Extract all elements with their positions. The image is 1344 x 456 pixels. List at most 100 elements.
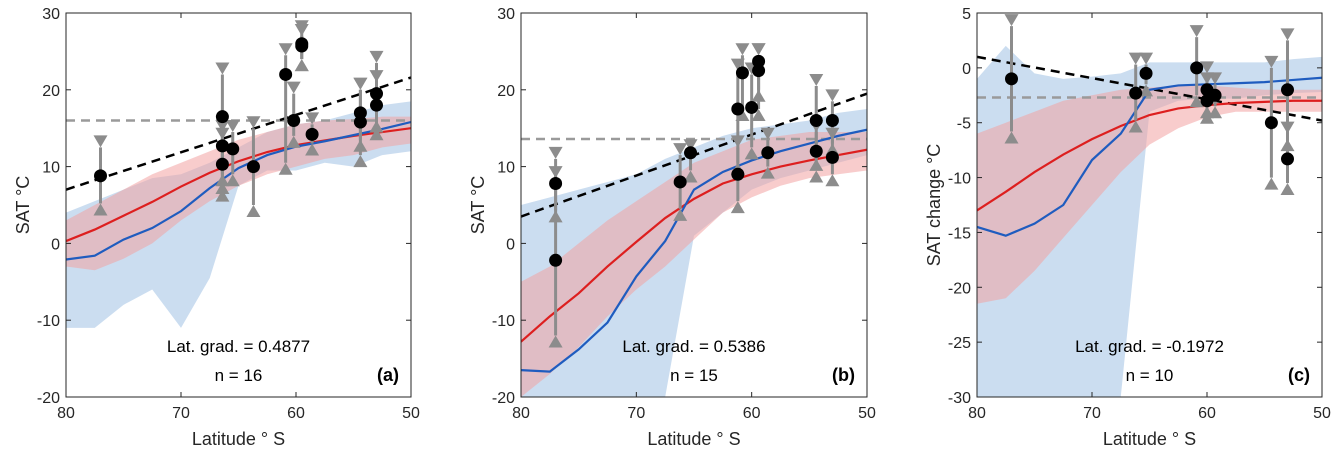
data-point bbox=[809, 144, 823, 158]
gradient-annotation: Lat. grad. = 0.4877 bbox=[167, 337, 310, 356]
error-bar-cap-bottom bbox=[305, 143, 320, 156]
x-tick-label: 50 bbox=[1313, 405, 1331, 422]
data-point bbox=[226, 142, 240, 156]
data-point bbox=[370, 98, 383, 112]
y-tick-label: -25 bbox=[948, 335, 971, 352]
error-bar-cap-bottom bbox=[225, 174, 240, 187]
data-point bbox=[809, 114, 823, 128]
error-bar-cap-bottom bbox=[294, 59, 309, 72]
error-bar-cap-bottom bbox=[1004, 131, 1019, 144]
error-bar-cap-top bbox=[353, 77, 368, 90]
plot-area bbox=[521, 43, 867, 397]
error-bar-cap-top bbox=[294, 20, 309, 33]
x-tick-label: 70 bbox=[1083, 405, 1101, 422]
blue-series-line bbox=[66, 120, 411, 261]
data-point bbox=[1264, 116, 1278, 130]
data-point bbox=[684, 146, 698, 160]
x-axis-label: Latitude ° S bbox=[1103, 429, 1196, 449]
error-bar-cap-top bbox=[246, 116, 261, 129]
error-bar-cap-top bbox=[215, 120, 230, 133]
data-point bbox=[295, 37, 309, 51]
red-uncertainty-band bbox=[977, 85, 1322, 304]
error-bar-cap-bottom bbox=[735, 109, 750, 121]
y-tick-label: -15 bbox=[948, 225, 971, 242]
error-bar-cap-bottom bbox=[278, 162, 293, 175]
x-tick-label: 80 bbox=[57, 405, 75, 422]
error-bar-cap-bottom bbox=[353, 155, 368, 168]
axes-frame bbox=[65, 12, 412, 398]
error-bar-cap-bottom bbox=[744, 147, 759, 160]
y-tick-label: -20 bbox=[948, 280, 971, 297]
error-bar-cap-top bbox=[215, 62, 230, 75]
error-bar-cap-top bbox=[93, 135, 108, 148]
fit-dashed-line bbox=[66, 76, 411, 191]
x-tick-label: 80 bbox=[512, 405, 530, 422]
data-point bbox=[735, 66, 749, 80]
data-point bbox=[761, 146, 775, 160]
data-point bbox=[745, 100, 759, 114]
error-bar-cap-top bbox=[278, 43, 293, 56]
y-tick-label: 5 bbox=[962, 6, 971, 23]
error-bar-cap-top bbox=[1264, 55, 1279, 68]
data-point bbox=[731, 102, 745, 116]
error-bar-cap-top bbox=[225, 120, 240, 133]
error-bar-cap-top bbox=[548, 166, 563, 179]
x-axis-label: Latitude ° S bbox=[192, 429, 285, 449]
error-bar-cap-bottom bbox=[93, 203, 108, 216]
error-bar-cap-top bbox=[1189, 25, 1204, 38]
y-tick-label: -30 bbox=[948, 390, 971, 407]
error-bar-cap-top bbox=[1200, 61, 1214, 74]
red-series-line bbox=[977, 99, 1322, 212]
chart-panel-1: 80 70 60 50 -20 -10 0 10 20 30 Latitude ° S SAT °C L… bbox=[13, 6, 420, 449]
error-bar-cap-bottom bbox=[215, 189, 230, 202]
y-tick-label: 0 bbox=[506, 236, 515, 253]
y-tick-label: -10 bbox=[948, 171, 971, 188]
data-point bbox=[1139, 66, 1153, 80]
x-tick-label: 60 bbox=[743, 405, 761, 422]
data-point bbox=[279, 67, 293, 81]
error-bar-cap-top bbox=[548, 146, 563, 159]
data-point bbox=[353, 106, 367, 120]
x-tick-label: 80 bbox=[968, 405, 986, 422]
error-bar-cap-bottom bbox=[1200, 111, 1214, 124]
y-tick-label: 10 bbox=[42, 160, 60, 177]
data-point bbox=[549, 176, 563, 190]
error-bar-cap-top bbox=[1128, 52, 1143, 65]
error-bar-cap-top bbox=[215, 127, 230, 140]
n-annotation: n = 10 bbox=[1126, 366, 1174, 385]
error-bar-cap-top bbox=[809, 73, 824, 86]
y-tick-label: 0 bbox=[962, 61, 971, 78]
error-bar-cap-bottom bbox=[1139, 84, 1154, 97]
error-bar-cap-top bbox=[286, 81, 301, 94]
panel-label: (c) bbox=[1288, 365, 1310, 385]
fit-dashed-line bbox=[977, 55, 1322, 122]
x-tick-label: 60 bbox=[1198, 405, 1216, 422]
y-tick-label: 30 bbox=[497, 6, 515, 23]
gradient-annotation: Lat. grad. = -0.1972 bbox=[1075, 337, 1224, 356]
error-bar-cap-bottom bbox=[825, 174, 840, 187]
blue-uncertainty-band bbox=[521, 109, 867, 397]
error-bar-cap-bottom bbox=[548, 335, 563, 348]
error-bar-cap-top bbox=[1280, 121, 1295, 134]
y-tick-label: 10 bbox=[497, 160, 515, 177]
plot-area bbox=[66, 20, 411, 328]
data-point bbox=[1190, 61, 1204, 75]
error-bar-cap-top bbox=[673, 143, 688, 156]
error-bar-cap-top bbox=[1208, 72, 1223, 85]
error-bar-cap-bottom bbox=[673, 208, 688, 221]
error-bar-cap-bottom bbox=[730, 201, 745, 214]
data-point bbox=[287, 114, 301, 128]
data-point bbox=[94, 169, 107, 183]
panel-label: (b) bbox=[832, 365, 855, 385]
y-tick-label: 20 bbox=[42, 83, 60, 100]
data-point bbox=[673, 175, 687, 189]
data-point bbox=[752, 54, 766, 68]
error-bar-cap-bottom bbox=[1189, 95, 1204, 108]
y-tick-label: -10 bbox=[37, 313, 60, 330]
error-bar-cap-top bbox=[735, 43, 750, 56]
y-axis-label: SAT °C bbox=[13, 176, 33, 235]
n-annotation: n = 16 bbox=[215, 366, 263, 385]
y-tick-label: -20 bbox=[492, 390, 515, 407]
